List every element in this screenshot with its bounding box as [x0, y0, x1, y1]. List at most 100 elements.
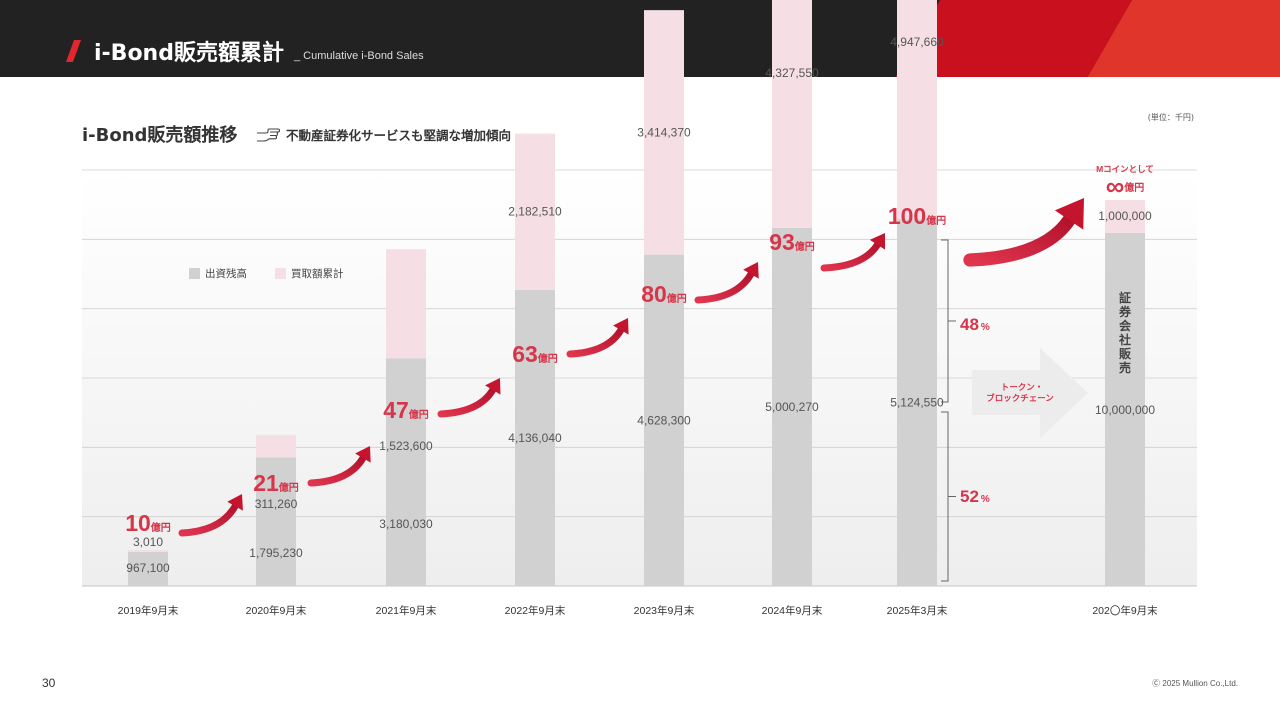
x-tick-label: 2019年9月末: [118, 604, 179, 617]
total-unit: 億円: [795, 240, 815, 253]
growth-arrow-head: [743, 262, 759, 279]
ratio-label-0: 48%: [960, 315, 990, 334]
bar-capital-7: [1105, 233, 1145, 586]
total-number: 10: [125, 510, 151, 536]
future-bar-vertical-char: 販: [1119, 346, 1132, 361]
bar-buyback-6: [897, 0, 937, 220]
capital-value-label: 5,000,270: [765, 400, 819, 414]
buyback-value-label: 2,182,510: [508, 205, 562, 219]
bar-buyback-2: [386, 249, 426, 359]
bar-capital-3: [515, 289, 555, 586]
legend-label-buyback: 買取額累計: [291, 267, 344, 280]
bar-capital-4: [644, 254, 684, 587]
page-header: i-Bond販売額累計 _ Cumulative i-Bond Sales: [0, 0, 1280, 77]
future-bar-vertical-char: 会: [1119, 318, 1132, 333]
total-label-0: 10億円: [125, 510, 171, 536]
section-title: i-Bond販売額推移: [82, 125, 238, 146]
bar-buyback-4: [644, 10, 684, 255]
growth-arrow-head: [227, 494, 243, 511]
transition-arrow: [972, 348, 1088, 438]
future-bar-vertical-char: 売: [1119, 360, 1131, 375]
growth-arrow-head: [869, 233, 886, 250]
total-unit: 億円: [279, 481, 299, 494]
bar-capital-1: [256, 457, 296, 586]
total-unit: 億円: [926, 214, 946, 227]
capital-value-label: 967,100: [126, 561, 170, 575]
ratio-bracket-buyback: [941, 239, 956, 403]
growth-arrow-body: [963, 213, 1076, 267]
x-tick-label: 2022年9月末: [505, 604, 566, 617]
copyright: Ⓒ 2025 Mullion Co.,Ltd.: [1152, 679, 1238, 688]
growth-arrow-body: [437, 386, 497, 418]
total-number: 100: [888, 203, 926, 229]
bar-buyback-7: [1105, 200, 1145, 233]
future-bar-vertical-char: 社: [1118, 332, 1131, 347]
growth-arrow-body: [307, 454, 367, 487]
total-label-2: 47億円: [383, 397, 429, 423]
ratio-unit: %: [981, 494, 990, 505]
x-tick-label: 2025年3月末: [887, 604, 948, 617]
ratio-label-1: 52%: [960, 487, 990, 506]
legend-swatch-capital: [189, 268, 200, 279]
bar-capital-0: [128, 552, 168, 586]
buyback-value-label: 311,260: [255, 497, 298, 511]
bar-buyback-5: [772, 0, 812, 228]
growth-arrow-head: [355, 446, 371, 463]
ratio-unit: %: [981, 322, 990, 333]
growth-arrow-head: [613, 318, 629, 335]
total-number: 47: [383, 397, 409, 423]
total-label-3: 63億円: [512, 341, 558, 367]
legend-swatch-buyback: [275, 268, 286, 279]
pointing-hand-icon: [257, 127, 280, 142]
growth-arrow-body: [566, 326, 625, 358]
future-total-number: ∞: [1106, 171, 1125, 201]
capital-value-label: 5,124,550: [890, 396, 944, 410]
capital-value-label: 1,795,230: [249, 546, 303, 560]
x-tick-label: 2021年9月末: [376, 604, 437, 617]
buyback-value-label: 4,327,550: [765, 66, 819, 80]
page-number: 30: [42, 676, 56, 690]
total-number: 21: [253, 470, 279, 496]
total-unit: 億円: [667, 292, 687, 305]
capital-value-label: 10,000,000: [1095, 403, 1155, 417]
growth-arrow-body: [694, 270, 755, 304]
total-label-1: 21億円: [253, 470, 299, 496]
total-unit: 億円: [151, 521, 171, 534]
future-total-caption: Mコインとして: [1096, 164, 1154, 174]
growth-arrow-head: [1054, 198, 1084, 230]
ratio-number: 48: [960, 315, 979, 334]
total-number: 80: [641, 281, 667, 307]
x-tick-label: 2023年9月末: [634, 604, 695, 617]
x-tick-label: 2020年9月末: [246, 604, 307, 617]
transition-arrow-label-2: ブロックチェーン: [986, 393, 1054, 403]
future-bar-vertical-char: 券: [1118, 304, 1132, 319]
total-number: 93: [769, 229, 795, 255]
x-tick-label: 202〇年9月末: [1092, 604, 1158, 617]
future-bar-vertical-char: 証: [1119, 290, 1131, 305]
ratio-number: 52: [960, 487, 979, 506]
page-subtitle: _ Cumulative i-Bond Sales: [294, 50, 424, 62]
total-number: 63: [512, 341, 538, 367]
growth-arrow-head: [485, 378, 501, 395]
transition-arrow-label-1: トークン・: [1001, 382, 1044, 392]
total-label-4: 80億円: [641, 281, 687, 307]
legend-label-capital: 出資残高: [205, 267, 247, 280]
section-note: 不動産証券化サービスも堅調な増加傾向: [256, 125, 511, 144]
unit-label: (単位：千円): [1147, 113, 1194, 122]
total-label-6: 100億円: [888, 203, 946, 229]
capital-value-label: 4,136,040: [508, 431, 562, 445]
total-label-5: 93億円: [769, 229, 815, 255]
ratio-bracket-capital: [941, 411, 956, 582]
bar-capital-6: [897, 219, 937, 586]
bar-buyback-1: [256, 435, 296, 458]
capital-value-label: 3,180,030: [379, 517, 433, 531]
bar-buyback-3: [515, 133, 555, 290]
bar-buyback-0: [128, 550, 168, 552]
future-total-label: ∞億円: [1106, 171, 1145, 201]
bar-capital-2: [386, 358, 426, 586]
buyback-value-label: 3,010: [133, 535, 163, 549]
buyback-value-label: 3,414,370: [637, 125, 691, 139]
buyback-value-label: 4,947,660: [890, 35, 944, 49]
page-title: i-Bond販売額累計: [94, 41, 284, 66]
